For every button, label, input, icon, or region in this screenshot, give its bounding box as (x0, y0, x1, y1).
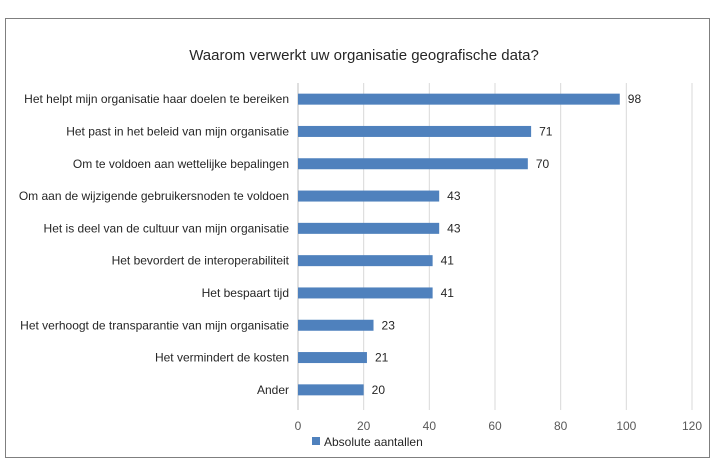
data-label-8: 21 (375, 351, 389, 365)
category-label-4: Het is deel van de cultuur van mijn orga… (44, 221, 290, 235)
category-label-9: Ander (257, 383, 289, 397)
category-label-5: Het bevordert de interoperabiliteit (112, 254, 290, 268)
category-label-6: Het bespaart tijd (202, 286, 289, 300)
bar-7 (298, 319, 374, 331)
bar-3 (298, 190, 440, 202)
bar-8 (298, 352, 367, 364)
data-label-2: 70 (536, 157, 550, 171)
category-label-3: Om aan de wijzigende gebruikersnoden te … (19, 189, 289, 203)
x-tick-label-20: 20 (357, 419, 371, 433)
legend: Absolute aantallen (312, 435, 423, 449)
x-tick-label-80: 80 (554, 419, 568, 433)
data-label-0: 98 (628, 92, 642, 106)
bar-2 (298, 158, 528, 170)
data-label-9: 20 (372, 383, 386, 397)
x-tick-label-100: 100 (616, 419, 636, 433)
category-label-0: Het helpt mijn organisatie haar doelen t… (24, 92, 289, 106)
data-label-5: 41 (441, 254, 455, 268)
data-label-3: 43 (447, 189, 461, 203)
category-labels: Het helpt mijn organisatie haar doelen t… (19, 92, 290, 397)
x-tick-label-0: 0 (295, 419, 302, 433)
bar-9 (298, 384, 364, 396)
data-label-6: 41 (441, 286, 455, 300)
legend-label: Absolute aantallen (324, 435, 423, 449)
chart-canvas: Waarom verwerkt uw organisatie geografis… (19, 47, 703, 449)
chart-frame: Waarom verwerkt uw organisatie geografis… (5, 18, 710, 458)
bars: 98 71 70 43 43 41 41 23 21 20 (298, 92, 641, 397)
chart-title: Waarom verwerkt uw organisatie geografis… (189, 47, 539, 64)
bar-1 (298, 125, 532, 137)
bar-5 (298, 255, 433, 267)
x-axis-ticks: 0 20 40 60 80 100 120 (295, 419, 703, 433)
data-label-4: 43 (447, 221, 461, 235)
category-label-8: Het vermindert de kosten (155, 351, 289, 365)
bar-4 (298, 222, 440, 234)
category-label-1: Het past in het beleid van mijn organisa… (66, 124, 289, 138)
bar-6 (298, 287, 433, 299)
category-label-7: Het verhoogt de transparantie van mijn o… (20, 318, 289, 332)
data-label-7: 23 (382, 318, 396, 332)
gridlines (297, 83, 693, 410)
category-label-2: Om te voldoen aan wettelijke bepalingen (73, 157, 289, 171)
x-tick-label-40: 40 (423, 419, 437, 433)
data-label-1: 71 (539, 124, 553, 138)
bar-0 (298, 93, 620, 105)
x-tick-label-60: 60 (488, 419, 502, 433)
legend-swatch (312, 437, 320, 445)
x-tick-label-120: 120 (682, 419, 702, 433)
